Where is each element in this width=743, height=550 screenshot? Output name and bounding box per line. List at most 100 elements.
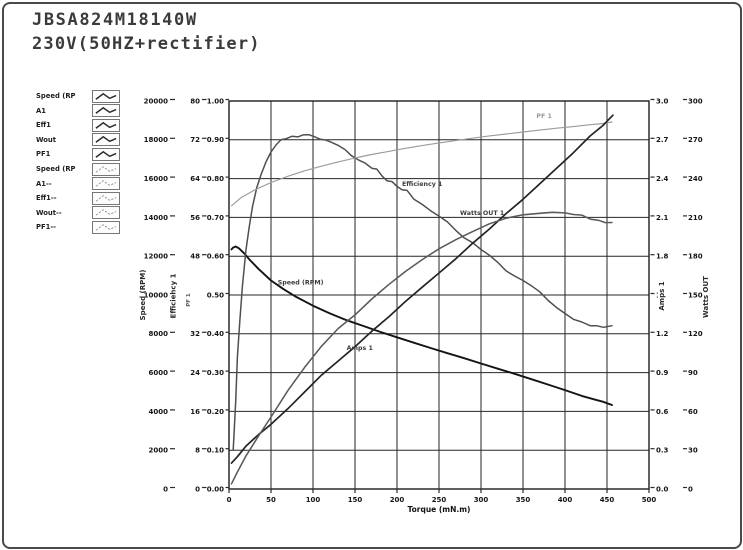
axis-watts-tick: 30 xyxy=(688,447,698,455)
axis-x: 0 50 100 150 200 250 300 350 400 450 500 Torque (mN… xyxy=(227,489,657,514)
legend-item: PF1 xyxy=(36,147,132,162)
page-subtitle: 230V(50HZ+rectifier) xyxy=(32,34,261,54)
axis-speed-tick: 8000 xyxy=(149,330,169,338)
legend-item: A1 xyxy=(36,104,132,119)
curve-annotation: PF 1 xyxy=(536,113,552,120)
curve-annotation: Speed (RPM) xyxy=(278,280,324,287)
curve-sample-icon xyxy=(92,104,120,118)
axis-eff-tick: 16 xyxy=(190,408,200,416)
axis-pf-label: PF 1 xyxy=(186,293,192,307)
curve-sample-icon xyxy=(92,206,120,220)
curve-sample-icon xyxy=(92,133,120,147)
axis-watts-tick: 210 xyxy=(688,214,703,222)
axis-watts-tick: 150 xyxy=(688,291,703,299)
axis-speed-tick: 20000 xyxy=(144,97,168,105)
axis-pf-tick: 0.00 xyxy=(207,485,224,493)
legend-item: A1-- xyxy=(36,176,132,191)
series-amps-curve xyxy=(230,114,614,464)
legend-item: Wout-- xyxy=(36,205,132,220)
axis-x-tick: 50 xyxy=(266,496,276,504)
axis-watts-tick: 120 xyxy=(688,330,703,338)
axis-eff-tick: 8 xyxy=(195,447,200,455)
series-pf-curve xyxy=(230,121,613,207)
curve-sample-icon xyxy=(92,147,120,161)
legend-item-label: PF1 xyxy=(36,150,51,159)
axis-watts-tick: 180 xyxy=(688,253,703,261)
axis-watts-tick: 0 xyxy=(688,485,693,493)
page-title: JBSA824M18140W xyxy=(32,10,198,30)
curve-sample-icon xyxy=(92,191,120,205)
curve-annotation: Amps 1 xyxy=(347,345,373,352)
axis-speed-tick: 18000 xyxy=(144,136,168,144)
x-axis-title: Torque (mN.m) xyxy=(408,505,471,514)
axis-watts-label: Watts OUT xyxy=(702,276,710,318)
axis-speed-tick: 16000 xyxy=(144,175,168,183)
axis-amps-label: Amps 1 xyxy=(658,281,666,310)
legend-item-label: A1-- xyxy=(36,179,52,188)
axis-x-tick: 100 xyxy=(306,496,321,504)
legend-item: Eff1 xyxy=(36,118,132,133)
axis-amps-tick: 1.8 xyxy=(656,253,669,261)
axis-amps-tick: 2.1 xyxy=(656,214,669,222)
axis-eff-tick: 72 xyxy=(190,136,200,144)
axis-pf-tick: 0.60 xyxy=(207,253,224,261)
axis-amps-tick: 2.4 xyxy=(656,175,669,183)
axis-watts-tick: 60 xyxy=(688,408,698,416)
axis-pf-tick: 0.20 xyxy=(207,408,224,416)
curve-sample-icon xyxy=(92,118,120,132)
legend-item-label: Wout xyxy=(36,135,57,144)
curve-annotation: Efficiency 1 xyxy=(402,181,442,188)
legend-item: Speed (RP xyxy=(36,162,132,177)
axis-watts-tick: 90 xyxy=(688,369,698,377)
axis-speed-tick: 4000 xyxy=(149,408,169,416)
axis-pf-tick: 0.40 xyxy=(207,330,224,338)
axis-x-tick: 250 xyxy=(432,496,447,504)
axis-eff-tick: 56 xyxy=(190,214,200,222)
axis-pf-tick: 0.90 xyxy=(207,136,224,144)
legend-item-label: PF1-- xyxy=(36,223,56,232)
axis-x-tick: 0 xyxy=(227,496,232,504)
axis-x-tick: 200 xyxy=(390,496,405,504)
axis-amps-tick: 3.0 xyxy=(656,97,669,105)
axis-x-tick: 300 xyxy=(474,496,489,504)
axis-pf-tick: 0.80 xyxy=(207,175,224,183)
series-watts-curve xyxy=(230,211,613,485)
axis-speed-tick: 6000 xyxy=(149,369,169,377)
axis-amps-tick: 0.9 xyxy=(656,369,669,377)
legend-item: Speed (RP xyxy=(36,89,132,104)
axis-speed-tick: 10000 xyxy=(144,291,168,299)
axis-x-tick: 350 xyxy=(516,496,531,504)
curve-sample-icon xyxy=(92,220,120,234)
legend-item: Eff1-- xyxy=(36,191,132,206)
axis-x-tick: 500 xyxy=(642,496,657,504)
axis-speed-tick: 0 xyxy=(163,485,168,493)
axis-pf-tick: 0.70 xyxy=(207,214,224,222)
legend-item-label: Eff1 xyxy=(36,121,51,130)
series-eff-curve xyxy=(232,133,613,451)
axis-eff-label: Efficiency 1 xyxy=(170,273,178,318)
curve-sample-icon xyxy=(92,89,120,103)
legend-item: Wout xyxy=(36,133,132,148)
axis-speed: 2000018000160001400012000100008000600040… xyxy=(139,97,175,493)
axis-watts-tick: 300 xyxy=(688,97,703,105)
axis-speed-label: Speed (RPM) xyxy=(139,270,147,321)
legend-item-label: Speed (RP xyxy=(36,165,76,173)
axis-speed-tick: 2000 xyxy=(149,447,169,455)
legend-item: PF1-- xyxy=(36,220,132,235)
axis-x-tick: 400 xyxy=(558,496,573,504)
axis-amps-tick: 2.7 xyxy=(656,136,669,144)
legend-item-label: Eff1-- xyxy=(36,194,57,203)
series-speed-curve xyxy=(230,245,613,406)
axis-amps-tick: 0.6 xyxy=(656,408,669,416)
axis-watts-tick: 240 xyxy=(688,175,703,183)
legend-item-label: A1 xyxy=(36,106,46,115)
axis-speed-tick: 14000 xyxy=(144,214,168,222)
axis-eff-tick: 64 xyxy=(190,175,200,183)
axis-amps-tick: 0.0 xyxy=(656,485,669,493)
axis-x-tick: 150 xyxy=(348,496,363,504)
axis-amps-tick: 0.3 xyxy=(656,447,669,455)
